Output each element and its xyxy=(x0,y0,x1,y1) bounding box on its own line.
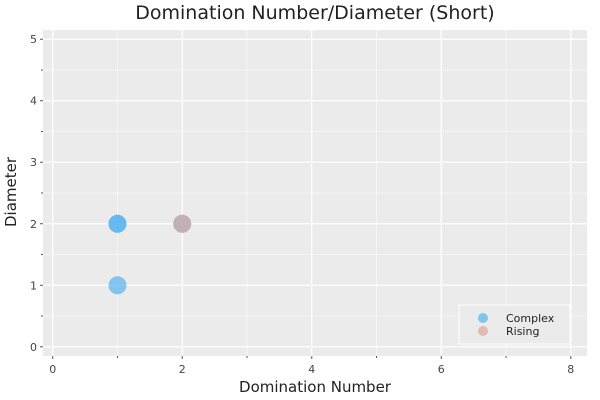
x-tick-label: 0 xyxy=(49,363,56,376)
y-tick-label: 0 xyxy=(30,341,37,354)
data-points xyxy=(108,214,192,295)
y-tick-label: 5 xyxy=(30,33,37,46)
legend-label-complex: Complex xyxy=(506,312,555,325)
x-tick-label: 6 xyxy=(438,363,445,376)
data-point-complex xyxy=(108,214,127,233)
legend-marker-complex xyxy=(478,313,488,323)
x-tick-label: 8 xyxy=(567,363,574,376)
legend-box xyxy=(458,304,571,345)
legend-label-rising: Rising xyxy=(506,325,539,338)
y-tick-label: 4 xyxy=(30,95,37,108)
y-tick-label: 2 xyxy=(30,218,37,231)
x-tick-label: 2 xyxy=(179,363,186,376)
y-axis-label: Diameter xyxy=(2,156,20,227)
x-axis-label: Domination Number xyxy=(239,378,392,396)
grid-lines xyxy=(43,30,587,356)
x-tick-label: 4 xyxy=(308,363,315,376)
y-tick-label: 1 xyxy=(30,279,37,292)
y-tick-label: 3 xyxy=(30,156,37,169)
chart-title: Domination Number/Diameter (Short) xyxy=(135,2,494,24)
data-point-rising xyxy=(173,214,192,233)
legend-marker-rising xyxy=(478,326,488,336)
data-point-complex xyxy=(108,276,127,295)
axis-ticks: 0 2 4 6 8 0 1 2 3 4 5 xyxy=(30,33,574,376)
